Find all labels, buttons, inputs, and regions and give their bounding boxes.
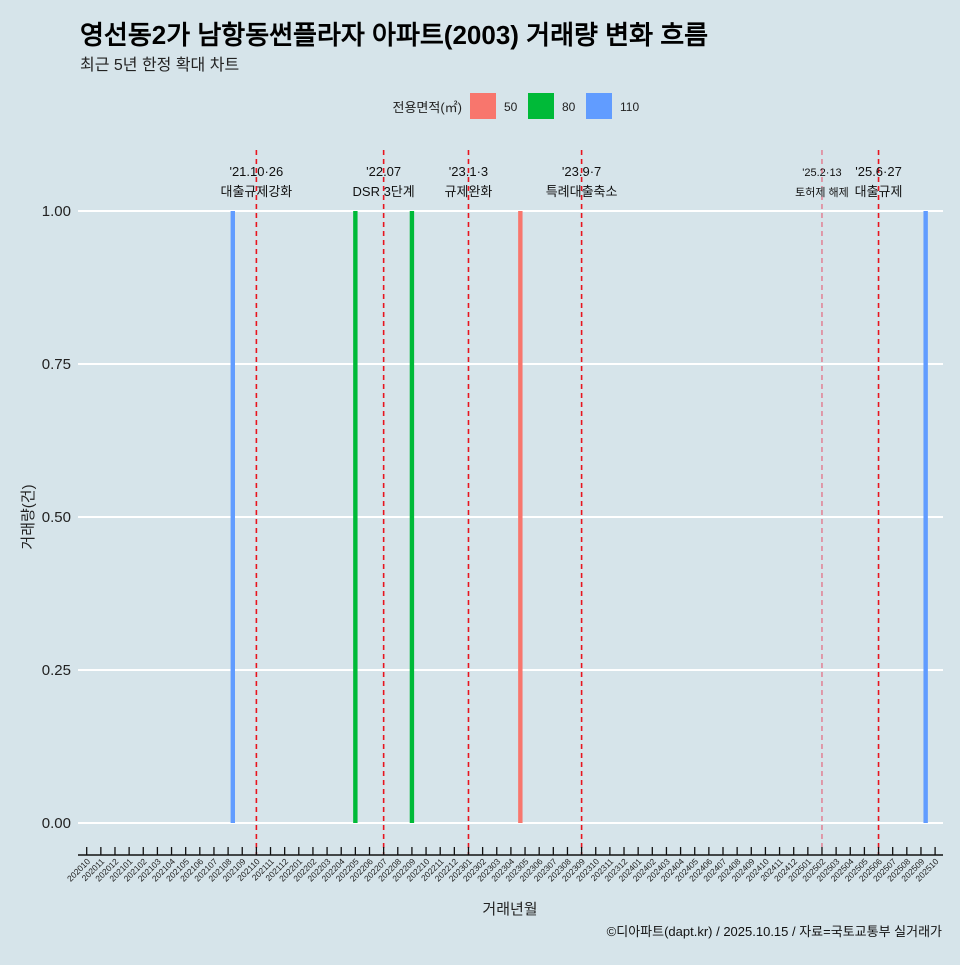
annotation-label: 토허제 해제	[795, 185, 849, 199]
legend-swatch	[470, 93, 496, 119]
legend-label: 80	[562, 100, 576, 114]
chart-title: 영선동2가 남항동썬플라자 아파트(2003) 거래량 변화 흐름	[80, 20, 708, 50]
bar	[923, 211, 928, 823]
y-tick-label: 0.50	[42, 509, 71, 526]
annotation-lines: '21.10·26 대출규제강화 '22.07 DSR 3단계 '23.1·3 규제완화 '…	[220, 150, 902, 855]
annotation-date: '23.1·3	[449, 164, 488, 179]
bar	[230, 211, 235, 823]
annotation-label: 특례대출축소	[546, 184, 618, 199]
annotation-date: '23.9·7	[562, 164, 601, 179]
caption: ©디아파트(dapt.kr) / 2025.10.15 / 자료=국토교통부 실…	[607, 924, 942, 939]
bar	[518, 211, 523, 823]
annotation-date: '25.2·13	[802, 167, 841, 179]
annotation-label: 규제완화	[445, 184, 493, 199]
bar	[409, 211, 415, 823]
x-axis: 2020102020112020122021012021022021032021…	[65, 847, 943, 883]
bars	[230, 211, 928, 823]
y-tick-label: 0.75	[42, 356, 71, 373]
legend-title: 전용면적(㎡)	[393, 100, 463, 115]
y-tick-label: 1.00	[42, 203, 71, 220]
annotation-label: 대출규제	[855, 184, 903, 199]
y-tick-label: 0.00	[42, 815, 71, 832]
annotation-date: '25.6·27	[855, 164, 902, 179]
legend: 전용면적(㎡) 50 80 110	[393, 93, 639, 119]
legend-swatch	[586, 93, 612, 119]
legend-swatch	[528, 93, 554, 119]
annotation-date: '22.07	[366, 164, 401, 179]
x-axis-label: 거래년월	[482, 901, 537, 918]
y-axis-label: 거래량(건)	[20, 484, 37, 549]
annotation-label: 대출규제강화	[220, 184, 292, 199]
chart-subtitle: 최근 5년 한정 확대 차트	[80, 56, 239, 74]
legend-label: 50	[504, 100, 518, 114]
legend-label: 110	[620, 100, 639, 114]
y-tick-label: 0.25	[42, 662, 71, 679]
grid: 0.00 0.25 0.50 0.75 1.00	[42, 203, 943, 832]
annotation-label: DSR 3단계	[353, 184, 415, 199]
bar	[353, 211, 358, 823]
annotation-date: '21.10·26	[229, 164, 283, 179]
